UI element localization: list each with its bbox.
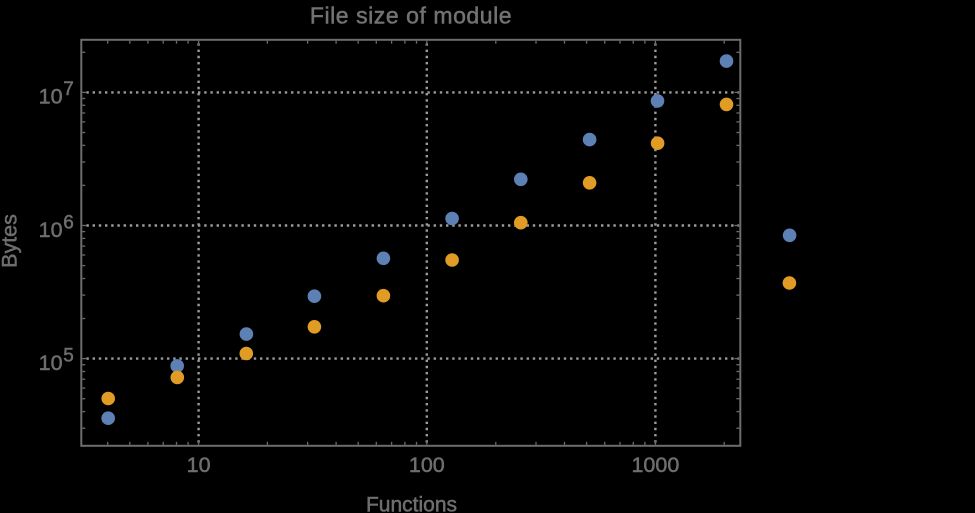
svg-text:10: 10 [39,218,63,242]
svg-text:5: 5 [63,345,74,366]
svg-text:10: 10 [39,85,63,109]
svg-text:6: 6 [63,212,74,233]
svg-text:Bytes: Bytes [0,214,22,268]
svg-text:10: 10 [187,453,211,477]
svg-text:100: 100 [409,453,445,477]
svg-text:Functions: Functions [366,494,457,513]
svg-text:1000: 1000 [631,453,679,477]
svg-text:10: 10 [39,351,63,375]
svg-text:7: 7 [63,79,74,100]
svg-text:File size of module: File size of module [310,2,512,28]
